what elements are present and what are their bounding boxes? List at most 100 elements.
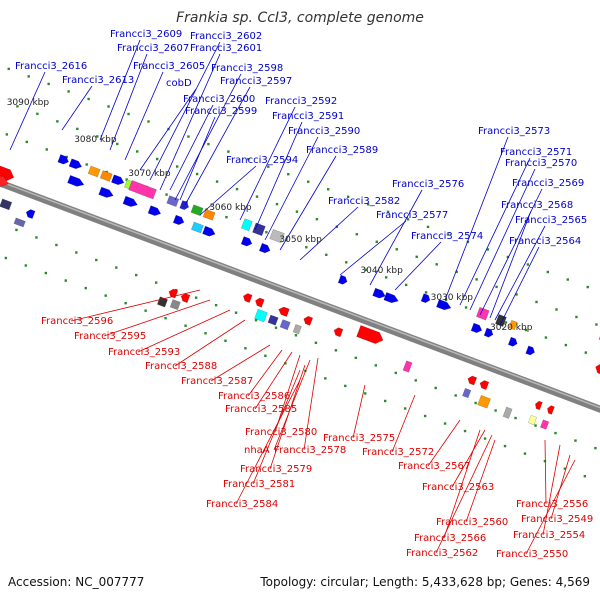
leader-line xyxy=(9,71,46,151)
gene-arrow xyxy=(190,204,204,217)
track-tick-1 xyxy=(395,248,398,251)
track-tick-4 xyxy=(64,279,67,282)
forward-gene-label: Francci3_2601 xyxy=(190,43,262,54)
leader-line xyxy=(339,220,407,276)
gene-arrow xyxy=(202,225,216,237)
gene-arrow xyxy=(128,180,157,200)
reverse-gene-label: Francci3_2556 xyxy=(516,499,588,510)
gene-arrow xyxy=(68,158,83,170)
gene-arrow xyxy=(595,363,600,376)
track-tick-4 xyxy=(204,332,207,335)
forward-gene-label: Francci3_2616 xyxy=(15,61,87,72)
track-tick-3 xyxy=(35,236,38,239)
track-tick-4 xyxy=(443,422,447,425)
reverse-gene-label: Francci3_2584 xyxy=(206,499,278,510)
reverse-gene-label: Francci3_2567 xyxy=(398,461,470,472)
reverse-gene-label: Francci3_2563 xyxy=(422,482,494,493)
forward-gene-label: Francci3_2570 xyxy=(505,158,577,169)
track-tick-1 xyxy=(355,233,359,236)
gene-feature-26 xyxy=(372,287,386,299)
track-tick-3 xyxy=(414,379,417,382)
gene-feature-47 xyxy=(255,297,265,308)
track-tick-1 xyxy=(155,157,159,161)
track-tick-3 xyxy=(234,311,238,314)
track-tick-3 xyxy=(194,296,198,299)
track-tick-1 xyxy=(555,308,558,311)
genome-summary-text: Topology: circular; Length: 5,433,628 bp… xyxy=(260,575,590,589)
leader-line xyxy=(139,88,197,171)
track-tick-2 xyxy=(225,215,228,219)
kbp-marker-3: 3060 kbp xyxy=(209,203,252,213)
gene-feature-34 xyxy=(483,327,494,338)
leader-line xyxy=(444,136,509,301)
track-tick-2 xyxy=(584,351,588,354)
track-tick-1 xyxy=(255,195,259,198)
gene-feature-8 xyxy=(128,180,157,200)
track-tick-4 xyxy=(184,324,187,327)
leader-line xyxy=(394,241,442,291)
track-tick-4 xyxy=(463,429,467,433)
gene-arrow xyxy=(292,324,302,335)
forward-gene-label: Francci3_2582 xyxy=(328,196,400,207)
forward-gene-label: Francci3_2573 xyxy=(478,126,550,137)
reverse-gene-label: Francci3_2579 xyxy=(240,464,312,475)
reverse-gene-label: Francci3_2596 xyxy=(41,316,113,327)
leader-line xyxy=(525,459,576,555)
track-tick-4 xyxy=(284,362,287,365)
track-tick-0 xyxy=(406,218,410,221)
leader-line xyxy=(264,136,319,241)
track-tick-0 xyxy=(147,120,150,123)
gene-feature-10 xyxy=(179,200,190,211)
track-tick-4 xyxy=(503,444,507,448)
track-tick-4 xyxy=(224,339,227,342)
gene-arrow xyxy=(240,236,253,247)
track-tick-2 xyxy=(125,178,128,181)
reverse-gene-label: Francci3_2572 xyxy=(362,447,434,458)
leader-line xyxy=(469,168,536,311)
track-tick-3 xyxy=(334,349,338,352)
forward-gene-label: Francci3_2576 xyxy=(392,179,464,190)
gene-arrow xyxy=(508,319,518,331)
forward-gene-label: Francci3_2569 xyxy=(512,178,584,189)
gene-arrow xyxy=(240,218,253,232)
gene-feature-9 xyxy=(166,195,180,207)
forward-gene-label: Francci3_2589 xyxy=(306,145,378,156)
leader-line xyxy=(247,349,283,397)
leader-line xyxy=(391,394,416,453)
leader-line xyxy=(174,319,246,367)
reverse-gene-label: Francci3_2549 xyxy=(521,514,593,525)
gene-feature-0 xyxy=(0,163,15,182)
forward-gene-label: Francci3_2591 xyxy=(272,111,344,122)
track-tick-3 xyxy=(394,371,397,375)
leader-line xyxy=(124,71,164,161)
track-tick-0 xyxy=(207,142,210,146)
track-tick-4 xyxy=(44,271,47,275)
track-tick-1 xyxy=(275,202,279,206)
leader-line xyxy=(299,206,359,261)
forward-gene-label: Francci3_2609 xyxy=(110,29,182,40)
leader-line xyxy=(499,246,540,326)
track-tick-0 xyxy=(346,195,350,198)
gene-feature-29 xyxy=(436,298,452,311)
forward-gene-label: Francci3_2594 xyxy=(226,155,298,166)
track-tick-2 xyxy=(365,268,368,272)
track-tick-1 xyxy=(215,180,219,183)
track-tick-1 xyxy=(455,270,458,274)
track-tick-2 xyxy=(564,343,568,347)
track-tick-3 xyxy=(274,326,278,329)
leader-line xyxy=(70,289,201,322)
gene-feature-51 xyxy=(292,324,302,335)
gene-arrow xyxy=(462,387,472,399)
track-tick-4 xyxy=(543,459,547,463)
gene-feature-63 xyxy=(540,419,550,430)
gene-feature-15 xyxy=(122,195,138,207)
gene-feature-24 xyxy=(258,242,271,254)
leader-line xyxy=(369,189,423,286)
leader-line xyxy=(274,354,301,433)
gene-feature-5 xyxy=(99,170,113,182)
track-tick-1 xyxy=(575,315,578,319)
track-tick-4 xyxy=(324,377,327,380)
gene-arrow xyxy=(507,336,518,347)
gene-feature-6 xyxy=(110,174,125,186)
forward-gene-label: Francci3_2577 xyxy=(376,210,448,221)
